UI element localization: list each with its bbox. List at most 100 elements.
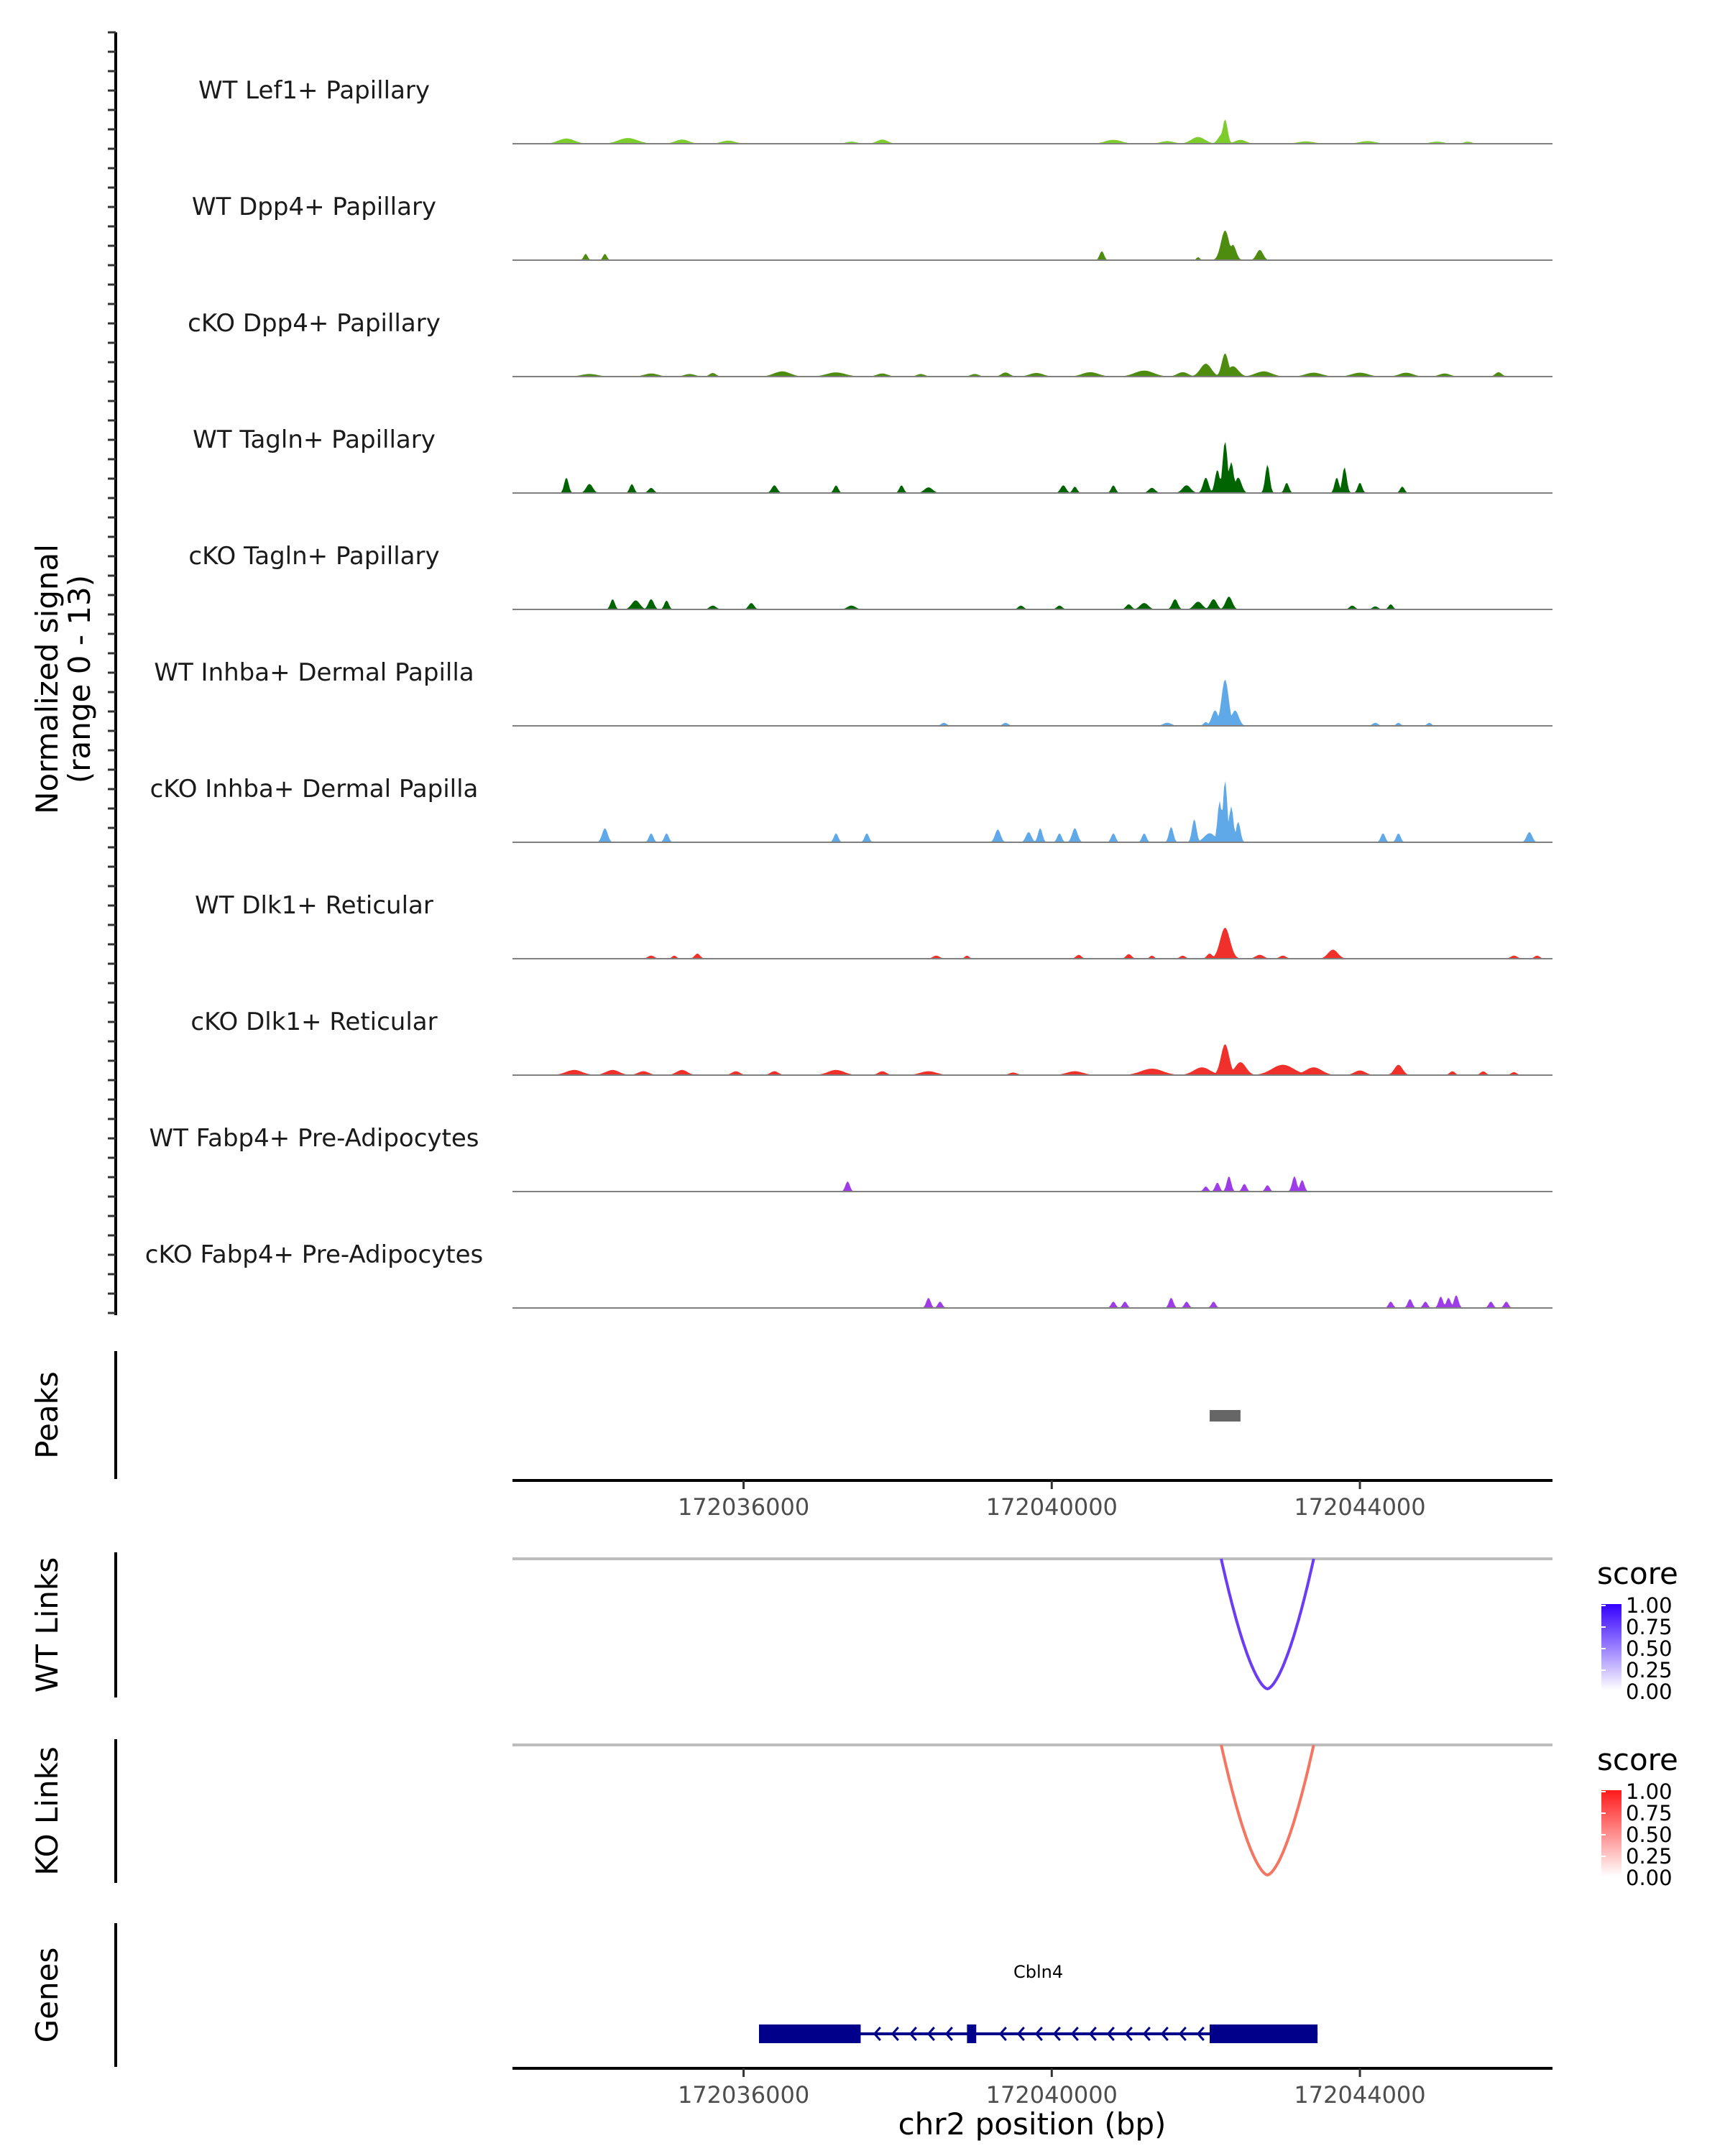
x-axis-title: chr2 position (bp) (898, 2106, 1167, 2142)
strand-arrow-4 (944, 2027, 953, 2041)
strand-arrow-7 (1034, 2027, 1043, 2041)
track-title-8: cKO Dlk1+ Reticular (190, 1008, 437, 1036)
wt-score-legend: score 1.000.750.500.250.00 (1597, 1556, 1678, 1704)
track-title-6: cKO Inhba+ Dermal Papilla (150, 775, 479, 803)
genes-label: Genes (29, 1948, 65, 2043)
ko-legend-tick-0: 1.00 (1626, 1779, 1673, 1804)
strand-arrow-10 (1088, 2027, 1097, 2041)
coverage-track-9: WT Fabp4+ Pre-Adipocytes (150, 1124, 1552, 1192)
track-title-3: WT Tagln+ Papillary (193, 425, 436, 454)
wt-legend-tick-1: 0.75 (1626, 1615, 1673, 1639)
gene-exon-2 (1210, 2024, 1318, 2043)
track-title-1: WT Dpp4+ Papillary (192, 193, 436, 221)
wt-links-label: WT Links (29, 1557, 65, 1692)
strand-arrow-12 (1124, 2027, 1133, 2041)
genes-x-tick-label-1: 172040000 (986, 2081, 1118, 2109)
coverage-track-5: WT Inhba+ Dermal Papilla (154, 658, 1552, 727)
track-title-7: WT Dlk1+ Reticular (195, 891, 433, 920)
coverage-track-6: cKO Inhba+ Dermal Papilla (150, 775, 1552, 843)
ko-links-panel: KO Links (29, 1739, 1552, 1883)
coverage-track-10: cKO Fabp4+ Pre-Adipocytes (145, 1240, 1552, 1309)
gene-model (758, 2024, 1318, 2043)
coverage-area-6 (512, 780, 1552, 842)
strand-arrow-0 (873, 2027, 881, 2041)
coverage-area-8 (512, 1044, 1552, 1075)
peak-region-0 (1210, 1410, 1241, 1422)
strand-arrow-5 (998, 2027, 1007, 2041)
gene-exon-1 (967, 2024, 977, 2043)
coverage-area-10 (512, 1295, 1552, 1308)
wt-legend-tick-2: 0.50 (1626, 1636, 1673, 1661)
strand-arrow-3 (926, 2027, 935, 2041)
coverage-ylabel-line1: Normalized signal (29, 544, 65, 814)
coverage-area-9 (512, 1176, 1552, 1192)
peaks-panel: Peaks 172036000 172040000 172044000 (29, 1351, 1552, 1521)
gene-exon-0 (758, 2024, 861, 2043)
strand-arrow-9 (1070, 2027, 1079, 2041)
coverage-track-4: cKO Tagln+ Papillary (188, 542, 1552, 610)
track-title-9: WT Fabp4+ Pre-Adipocytes (150, 1124, 479, 1153)
ko-legend-tick-2: 0.50 (1626, 1823, 1673, 1847)
track-title-5: WT Inhba+ Dermal Papilla (154, 658, 474, 687)
coverage-panel: Normalized signal (range 0 - 13) WT Lef1… (29, 31, 1552, 1315)
track-title-4: cKO Tagln+ Papillary (188, 542, 439, 571)
genes-x-ticks: 172036000 172040000 172044000 (678, 2068, 1426, 2109)
coverage-area-2 (512, 353, 1552, 377)
coverage-area-0 (512, 119, 1552, 144)
wt-links-panel: WT Links (29, 1552, 1552, 1697)
strand-arrow-2 (908, 2027, 917, 2041)
coverage-track-1: WT Dpp4+ Papillary (192, 193, 1552, 261)
wt-legend-ticks: 1.000.750.500.250.00 (1601, 1593, 1673, 1704)
coverage-y-ticks (108, 31, 116, 1314)
coverage-track-2: cKO Dpp4+ Papillary (188, 309, 1552, 377)
coverage-track-0: WT Lef1+ Papillary (198, 76, 1552, 144)
wt-legend-title: score (1597, 1556, 1678, 1591)
peaks-x-tick-label-2: 172044000 (1294, 1493, 1425, 1521)
coverage-area-1 (512, 230, 1552, 260)
strand-arrow-8 (1052, 2027, 1061, 2041)
coverage-tracks: WT Lef1+ Papillary WT Dpp4+ Papillary cKO … (145, 76, 1552, 1309)
peaks-label: Peaks (29, 1371, 65, 1459)
coverage-track-7: WT Dlk1+ Reticular (195, 891, 1552, 959)
ko-legend-title: score (1597, 1742, 1678, 1777)
ko-link-arc (1220, 1744, 1315, 1877)
ko-legend-tick-3: 0.25 (1626, 1844, 1673, 1869)
coverage-track-8: cKO Dlk1+ Reticular (190, 1008, 1552, 1076)
genes-panel: Genes Cbln4 172036000 172040000 172044000 … (29, 1923, 1552, 2142)
strand-arrow-1 (891, 2027, 899, 2041)
strand-arrow-16 (1196, 2027, 1205, 2041)
peaks-x-ticks: 172036000 172040000 172044000 (678, 1480, 1426, 1521)
ko-score-legend: score 1.000.750.500.250.00 (1597, 1742, 1678, 1890)
track-title-10: cKO Fabp4+ Pre-Adipocytes (145, 1240, 484, 1269)
coverage-track-3: WT Tagln+ Papillary (193, 425, 1552, 494)
strand-arrow-15 (1178, 2027, 1187, 2041)
ko-legend-ticks: 1.000.750.500.250.00 (1601, 1779, 1673, 1890)
gene-name-label: Cbln4 (1013, 1962, 1063, 1982)
track-title-2: cKO Dpp4+ Papillary (188, 309, 441, 338)
coverage-area-4 (512, 596, 1552, 609)
wt-legend-tick-4: 0.00 (1626, 1680, 1673, 1704)
strand-arrow-6 (1016, 2027, 1025, 2041)
ko-legend-tick-1: 0.75 (1626, 1801, 1673, 1825)
peaks-regions (1210, 1410, 1241, 1422)
genes-x-tick-label-2: 172044000 (1294, 2081, 1425, 2109)
wt-legend-colorbar (1601, 1604, 1622, 1690)
peaks-x-tick-label-0: 172036000 (678, 1493, 809, 1521)
wt-legend-tick-0: 1.00 (1626, 1593, 1673, 1618)
coverage-area-5 (512, 679, 1552, 726)
ko-links-label: KO Links (29, 1746, 65, 1876)
strand-arrow-13 (1142, 2027, 1151, 2041)
wt-legend-tick-3: 0.25 (1626, 1658, 1673, 1682)
peaks-x-tick-label-1: 172040000 (986, 1493, 1118, 1521)
strand-arrow-11 (1106, 2027, 1115, 2041)
coverage-ylabel-line2: (range 0 - 13) (62, 575, 97, 783)
track-title-0: WT Lef1+ Papillary (198, 76, 430, 105)
wt-link-arc (1220, 1558, 1315, 1691)
genes-x-tick-label-0: 172036000 (678, 2081, 809, 2109)
coverage-area-7 (512, 927, 1552, 959)
strand-arrow-14 (1160, 2027, 1169, 2041)
ko-legend-tick-4: 0.00 (1626, 1866, 1673, 1890)
coverage-area-3 (512, 441, 1552, 493)
ko-legend-colorbar (1601, 1790, 1622, 1876)
